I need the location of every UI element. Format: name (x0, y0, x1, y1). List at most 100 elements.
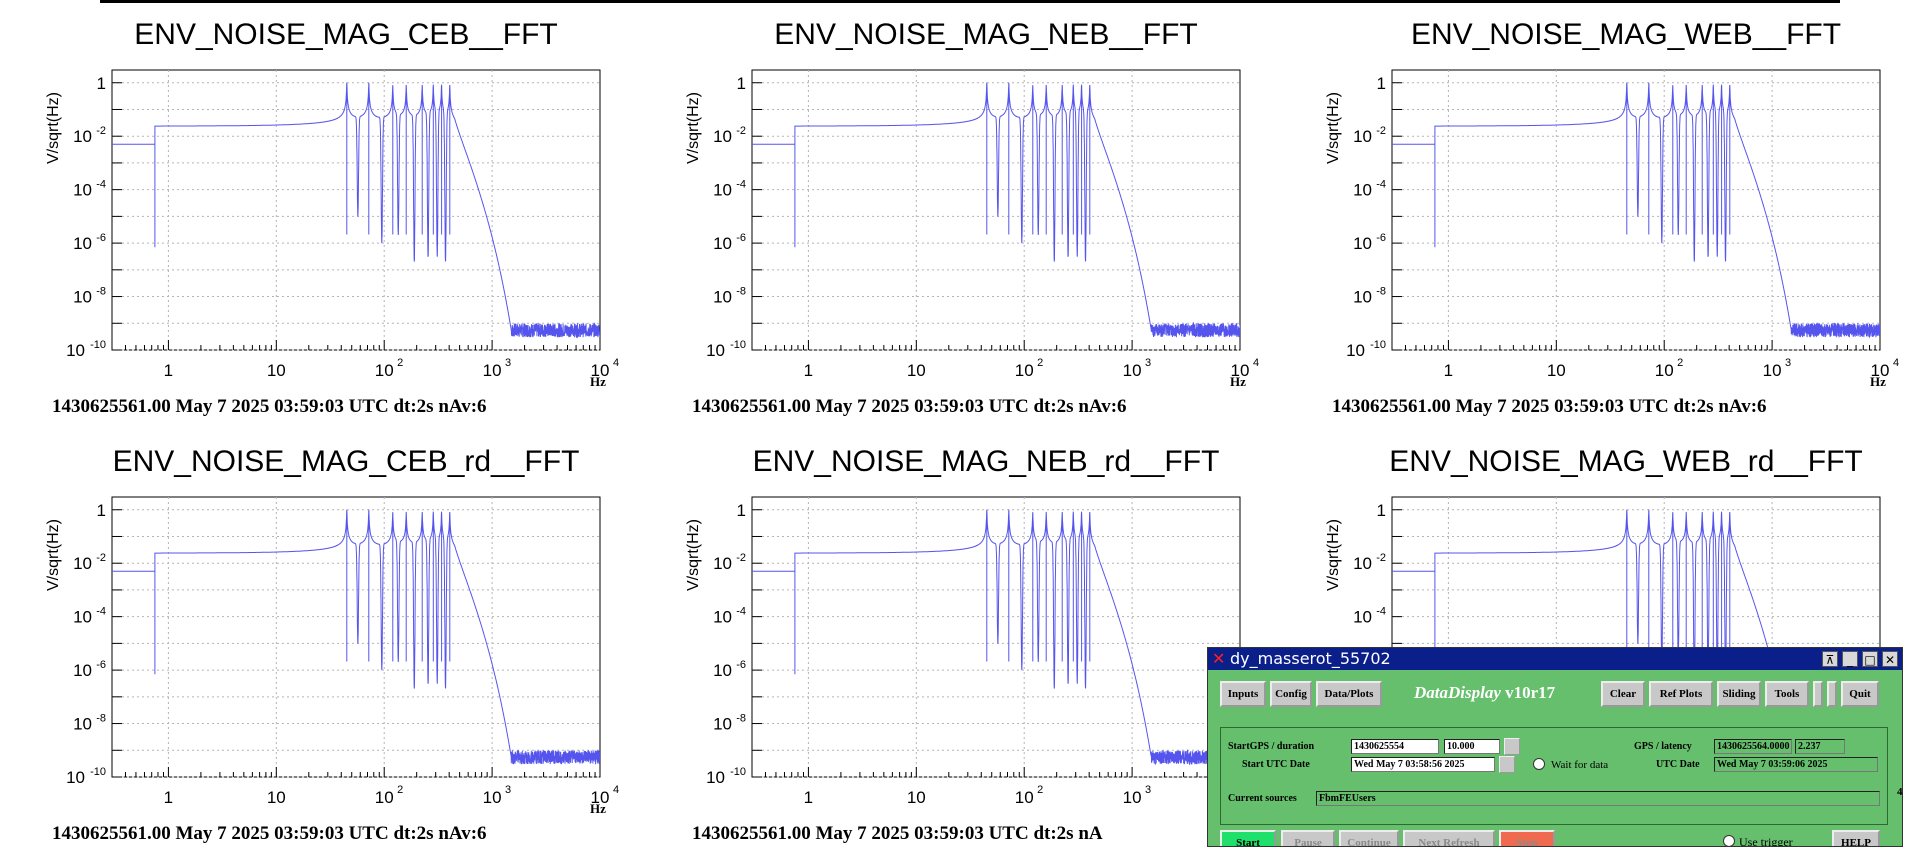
plot-title: ENV_NOISE_MAG_CEB_rd__FFT (113, 445, 580, 478)
y-tick-label: 10 (713, 661, 732, 680)
y-tick-label: 10 (73, 181, 92, 200)
use-trigger-label: Use trigger (1739, 835, 1793, 847)
y-tick-exponent: -8 (736, 713, 746, 725)
y-tick-label: 1 (1377, 501, 1386, 520)
tools-button[interactable]: Tools (1765, 681, 1809, 707)
y-axis-label: V/sqrt(Hz) (45, 519, 62, 591)
close-button[interactable]: ✕ (1882, 651, 1898, 667)
duration-field[interactable]: 10.000 (1444, 739, 1500, 754)
stop-button[interactable]: Stop (1499, 830, 1555, 846)
duration-stepper[interactable] (1504, 738, 1520, 755)
y-tick-exponent: -2 (1376, 552, 1386, 564)
plot-title: ENV_NOISE_MAG_CEB__FFT (134, 18, 557, 51)
y-tick-label: 10 (706, 768, 725, 787)
y-tick-label: 1 (97, 501, 106, 520)
toolbar-separator-button[interactable] (1827, 681, 1837, 707)
y-tick-exponent: -6 (1376, 232, 1386, 244)
continue-button[interactable]: Continue (1339, 830, 1399, 846)
latency-field: 2.237 (1795, 739, 1845, 754)
app-brand: DataDisplay v10r17 (1414, 683, 1555, 703)
next-refresh-button[interactable]: Next Refresh (1403, 830, 1495, 846)
utc-date-field[interactable]: Wed May 7 03:58:56 2025 (1351, 757, 1495, 772)
y-tick-label: 10 (73, 715, 92, 734)
quit-button[interactable]: Quit (1841, 681, 1879, 707)
y-tick-label: 10 (713, 715, 732, 734)
y-tick-exponent: -8 (736, 286, 746, 298)
y-tick-exponent: -2 (736, 552, 746, 564)
y-tick-label: 10 (66, 768, 85, 787)
x-tick-label: 10 (1015, 788, 1034, 807)
x-tick-exponent: 2 (1037, 784, 1043, 796)
start-gps-label: StartGPS / duration (1228, 741, 1315, 752)
clear-button[interactable]: Clear (1601, 681, 1645, 707)
x-tick-exponent: 4 (613, 357, 619, 369)
plot-footer-timestamp: 1430625561.00 May 7 2025 03:59:03 UTC dt… (1332, 396, 1767, 417)
y-tick-exponent: -8 (96, 713, 106, 725)
y-tick-exponent: -10 (90, 339, 106, 351)
pin-icon[interactable]: ⊼ (1822, 651, 1838, 667)
x-tick-label: 10 (1547, 361, 1566, 380)
app-x-icon: ✕ (1212, 649, 1226, 668)
utc-stepper[interactable] (1499, 756, 1515, 773)
y-tick-label: 10 (713, 554, 732, 573)
ref-plots-button[interactable]: Ref Plots (1649, 681, 1713, 707)
y-tick-label: 10 (73, 661, 92, 680)
plot-frame (111, 69, 601, 351)
x-tick-label: 10 (1763, 361, 1782, 380)
help-button[interactable]: HELP (1832, 830, 1880, 846)
toolbar-separator-button[interactable] (1813, 681, 1823, 707)
wait-for-data-label: Wait for data (1551, 759, 1609, 771)
y-tick-exponent: -2 (1376, 125, 1386, 137)
y-axis-label: V/sqrt(Hz) (1325, 519, 1342, 591)
inputs-button[interactable]: Inputs (1220, 681, 1266, 707)
wait-for-data-radio[interactable] (1533, 758, 1545, 770)
start-button[interactable]: Start (1220, 830, 1276, 846)
maximize-button[interactable]: □ (1862, 651, 1878, 667)
x-tick-exponent: 2 (1037, 357, 1043, 369)
start-gps-field[interactable]: 1430625554 (1351, 739, 1439, 754)
x-tick-label: 1 (1444, 361, 1453, 380)
plot-frame (1391, 69, 1881, 351)
minimize-button[interactable]: _ (1842, 651, 1858, 667)
y-tick-exponent: -4 (96, 179, 106, 191)
brand-name: DataDisplay (1414, 683, 1501, 702)
config-button[interactable]: Config (1270, 681, 1312, 707)
x-tick-exponent: 4 (613, 784, 619, 796)
data-plots-button[interactable]: Data/Plots (1316, 681, 1382, 707)
y-tick-exponent: -2 (96, 552, 106, 564)
window-titlebar[interactable]: ✕ dy_masserot_55702 ⊼ _ □ ✕ (1208, 648, 1902, 670)
y-tick-label: 10 (1353, 127, 1372, 146)
y-tick-exponent: -2 (736, 125, 746, 137)
y-tick-label: 10 (706, 341, 725, 360)
x-tick-label: 10 (1015, 361, 1034, 380)
top-border-line (100, 0, 1840, 3)
gps-value-field: 1430625564.0000 (1714, 739, 1792, 754)
plot-footer-timestamp: 1430625561.00 May 7 2025 03:59:03 UTC dt… (692, 396, 1127, 417)
y-tick-label: 10 (1353, 181, 1372, 200)
y-tick-label: 10 (713, 234, 732, 253)
x-tick-exponent: 2 (1677, 357, 1683, 369)
use-trigger-radio[interactable] (1723, 835, 1735, 846)
sliding-button[interactable]: Sliding (1717, 681, 1761, 707)
x-tick-exponent: 2 (397, 784, 403, 796)
dataviewer-window[interactable]: ✕ dy_masserot_55702 ⊼ _ □ ✕ Inputs Confi… (1207, 647, 1903, 847)
pause-button[interactable]: Pause (1281, 830, 1335, 846)
x-tick-label: 10 (483, 361, 502, 380)
spectrum-trace (112, 509, 600, 765)
x-tick-exponent: 3 (505, 357, 511, 369)
y-tick-label: 10 (1353, 288, 1372, 307)
x-tick-label: 1 (804, 788, 813, 807)
x-axis-unit: Hz (1870, 374, 1886, 389)
utc-label: Start UTC Date (1242, 759, 1310, 770)
y-tick-label: 1 (97, 74, 106, 93)
x-tick-label: 10 (907, 788, 926, 807)
y-tick-exponent: -6 (736, 232, 746, 244)
window-title: dy_masserot_55702 (1230, 649, 1391, 668)
y-tick-exponent: -4 (736, 606, 746, 618)
plot-frame (751, 496, 1241, 778)
x-tick-label: 10 (1231, 361, 1250, 380)
y-tick-exponent: -4 (1376, 179, 1386, 191)
x-tick-exponent: 4 (1253, 357, 1259, 369)
x-tick-exponent: 2 (397, 357, 403, 369)
x-tick-label: 1 (164, 361, 173, 380)
